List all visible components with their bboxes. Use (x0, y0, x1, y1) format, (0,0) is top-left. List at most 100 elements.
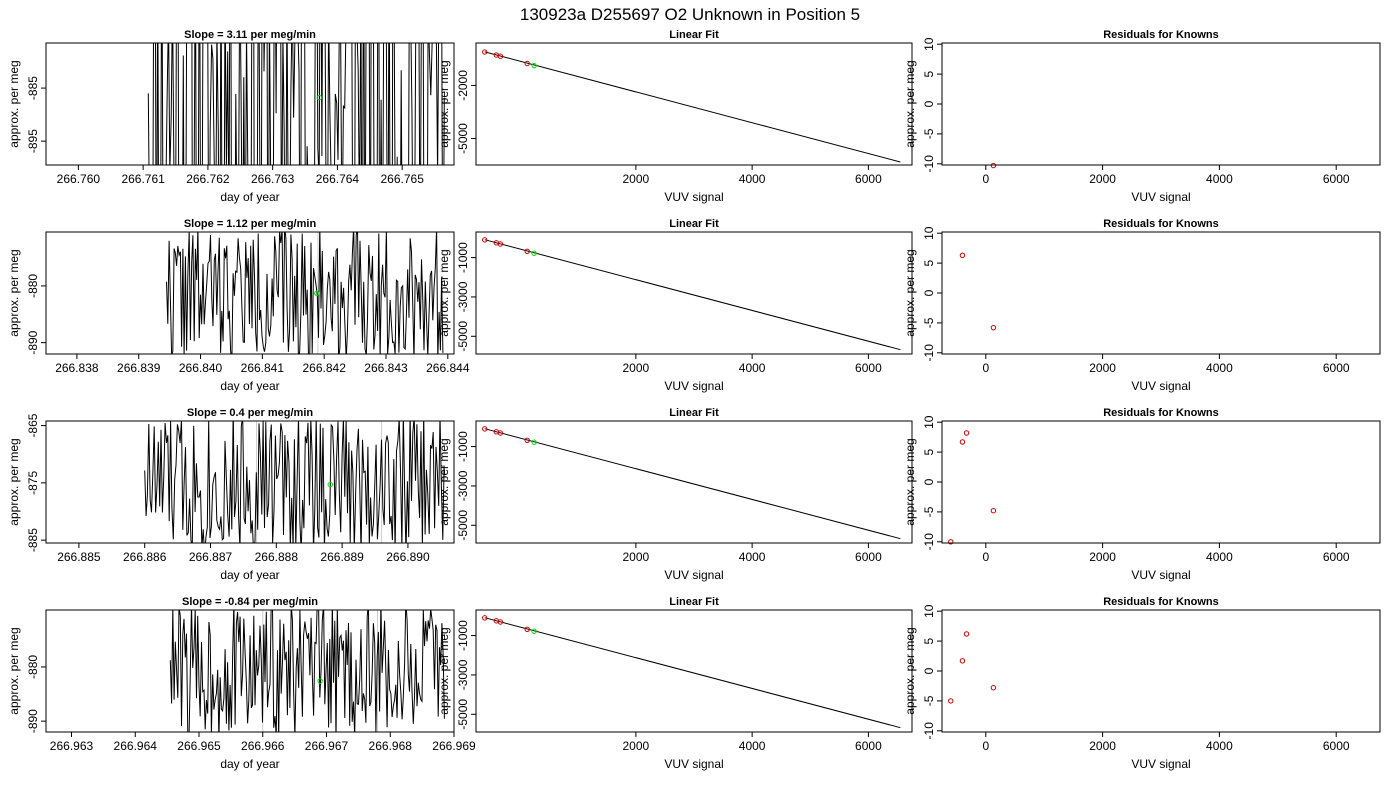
x-tick-label: 266.969 (432, 739, 476, 753)
y-axis-label: approx. per meg (437, 438, 451, 525)
known-point (524, 248, 530, 254)
y-tick-label: 5 (922, 637, 936, 644)
x-tick-label: 2000 (623, 550, 650, 564)
panel-title: Linear Fit (669, 218, 719, 230)
x-tick-label: 266.964 (114, 739, 158, 753)
y-tick-label: 0 (922, 100, 936, 107)
x-tick-label: 0 (982, 172, 989, 186)
y-tick-label: -1000 (456, 242, 470, 273)
x-tick-label: 2000 (1089, 361, 1116, 375)
x-axis-label: VUV signal (1131, 190, 1190, 204)
panel-2-2: 2000 4000 6000 -1000 -3000 -5000 Linear Fit VUV… (437, 218, 913, 393)
plot-area (46, 610, 445, 732)
y-tick-label: -5 (922, 317, 936, 328)
panel-1-2: 2000 4000 6000 -2000 -5000 Linear Fit VUV sign… (437, 29, 913, 204)
fit-line (484, 51, 901, 163)
panel-2-1: 266.838 266.839 266.840 266.841 266.842 266.8… (7, 218, 470, 393)
x-axis-label: VUV signal (664, 568, 723, 582)
y-tick-label: -3000 (456, 281, 470, 312)
x-tick-label: 266.963 (50, 739, 94, 753)
plot-area (484, 617, 901, 729)
panel-title: Slope = 3.11 per meg/min (184, 29, 316, 41)
x-tick-label: 266.762 (186, 172, 230, 186)
y-tick-label: -3000 (456, 470, 470, 501)
x-axis-label: VUV signal (1131, 568, 1190, 582)
panel-3-2: 2000 4000 6000 -1000 -3000 -5000 Linear Fit VUV… (437, 407, 913, 582)
y-tick-label: -3000 (456, 659, 470, 690)
x-tick-label: 6000 (1323, 361, 1350, 375)
x-tick-label: 4000 (739, 550, 766, 564)
x-tick-label: 6000 (855, 172, 882, 186)
y-tick-label: 10 (922, 604, 936, 618)
x-tick-label: 266.765 (380, 172, 424, 186)
y-tick-label: -10 (922, 344, 936, 362)
x-axis-label: VUV signal (664, 757, 723, 771)
panel-4-1: 266.963 266.964 266.965 266.966 266.967 266.9… (7, 596, 476, 771)
x-tick-label: 2000 (623, 172, 650, 186)
known-point (482, 237, 488, 243)
y-tick-label: 5 (922, 448, 936, 455)
x-tick-label: 0 (982, 361, 989, 375)
y-tick-label: 0 (922, 478, 936, 485)
y-tick-label: -10 (922, 722, 936, 740)
known-point (524, 626, 530, 632)
known-point (948, 539, 954, 545)
y-tick-label: -2000 (456, 70, 470, 101)
y-tick-label: 10 (922, 226, 936, 240)
x-tick-label: 6000 (855, 361, 882, 375)
known-point (497, 53, 504, 59)
x-tick-label: 266.886 (123, 550, 167, 564)
x-tick-label: 266.841 (241, 361, 285, 375)
x-tick-label: 266.763 (251, 172, 295, 186)
unknown-point (316, 94, 322, 101)
plot-frame (475, 420, 913, 544)
known-point (497, 430, 504, 436)
known-point (482, 615, 488, 621)
x-tick-label: 4000 (739, 361, 766, 375)
y-tick-label: -5000 (456, 321, 470, 352)
data-trace (169, 610, 445, 732)
panel-4-2: 2000 4000 6000 -1000 -3000 -5000 Linear Fit VUV… (437, 596, 913, 771)
plot-frame (45, 42, 455, 166)
y-tick-label: -890 (26, 330, 40, 354)
y-tick-label: -880 (26, 655, 40, 679)
panel-1-3: 0 2000 4000 6000 10 5 0 -5 -10 Residuals for Know… (903, 29, 1381, 204)
x-tick-label: 0 (982, 550, 989, 564)
known-point (963, 430, 970, 436)
x-tick-label: 6000 (1323, 550, 1350, 564)
y-tick-label: -5000 (456, 510, 470, 541)
figure-title: 130923a D255697 O2 Unknown in Position 5 (520, 5, 860, 24)
data-trace (166, 232, 444, 354)
x-tick-label: 266.843 (364, 361, 408, 375)
plot-frame (45, 231, 455, 355)
known-point (959, 252, 966, 259)
x-tick-label: 6000 (1323, 172, 1350, 186)
panel-2-3: 0 2000 4000 6000 10 5 0 -5 -10 Residuals for Know… (903, 218, 1381, 393)
y-axis-label: approx. per meg (903, 627, 917, 714)
y-tick-label: 0 (922, 667, 936, 674)
x-axis-label: day of year (220, 757, 279, 771)
unknown-point (531, 250, 537, 256)
fit-line (484, 428, 901, 540)
panel-title: Linear Fit (669, 29, 719, 41)
y-axis-label: approx. per meg (903, 438, 917, 525)
x-axis-label: day of year (220, 379, 279, 393)
y-tick-label: -865 (26, 413, 40, 437)
panel-title: Slope = 1.12 per meg/min (184, 218, 317, 230)
y-axis-label: approx. per meg (903, 249, 917, 336)
y-tick-label: -5 (922, 695, 936, 706)
y-tick-label: -890 (26, 709, 40, 733)
y-axis-label: approx. per meg (437, 249, 451, 336)
known-point (990, 508, 997, 514)
plot-frame (941, 420, 1381, 544)
plot-frame (475, 42, 913, 166)
known-point (990, 685, 997, 691)
x-tick-label: 6000 (855, 550, 882, 564)
x-tick-label: 0 (982, 739, 989, 753)
unknown-point (327, 481, 333, 488)
panel-title: Slope = -0.84 per meg/min (182, 596, 318, 608)
y-tick-label: 5 (922, 259, 936, 266)
known-point (524, 60, 530, 67)
panel-1-1: 266.760 266.761 266.762 266.763 266.764 266.7… (7, 29, 455, 204)
